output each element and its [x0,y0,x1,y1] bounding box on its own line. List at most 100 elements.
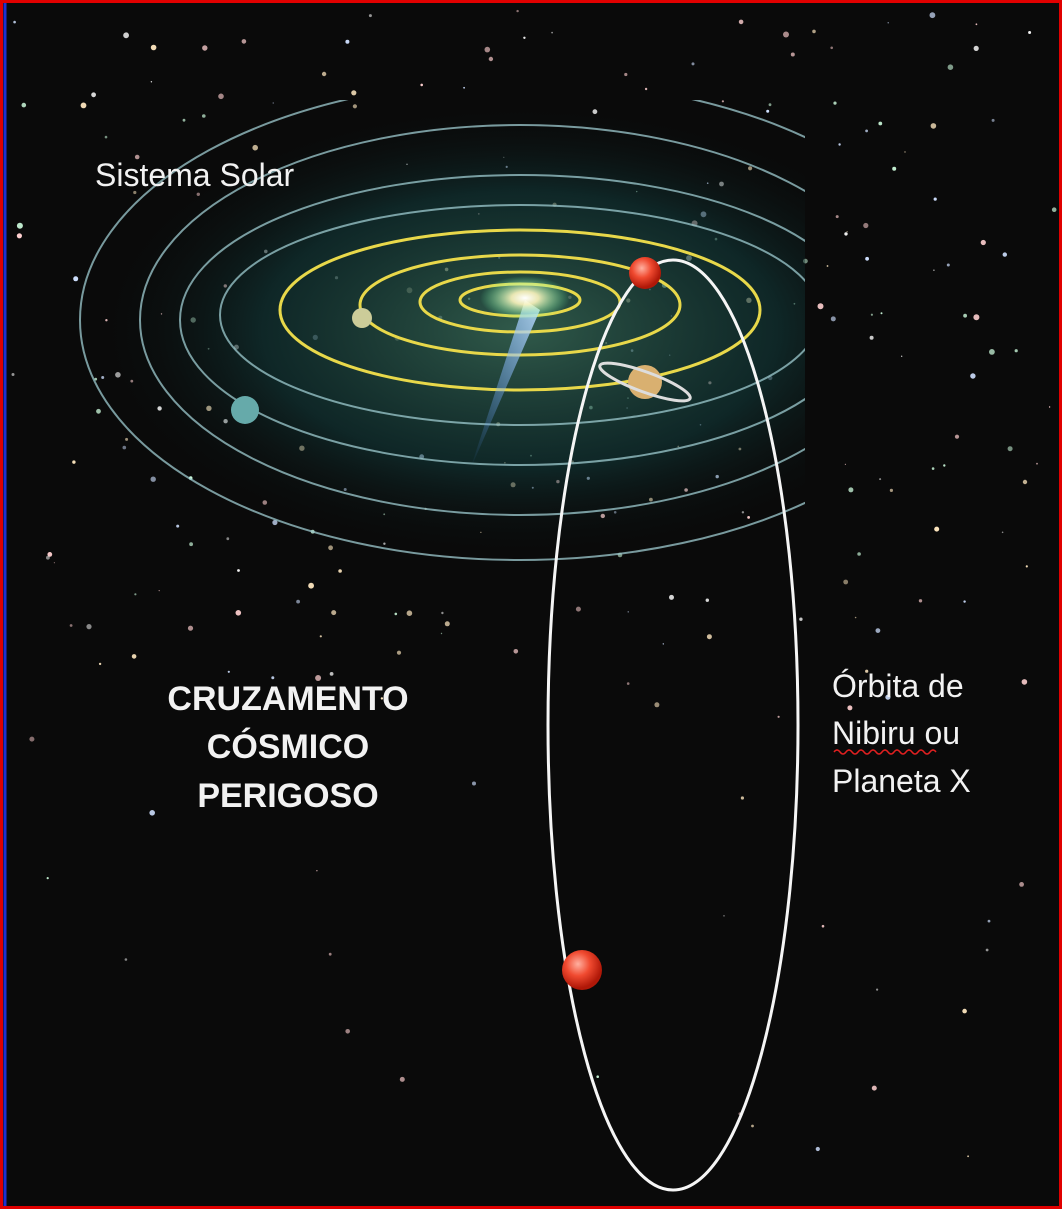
star [947,264,950,267]
star [242,39,247,44]
star [132,654,137,659]
star [791,53,795,57]
star [70,624,73,627]
star [72,460,75,463]
star [627,682,630,685]
star [91,92,96,97]
star [692,62,695,65]
star [485,47,491,53]
star [970,373,975,378]
planet [231,396,259,424]
star [445,621,450,626]
star [514,649,519,654]
star [96,409,101,414]
star [932,467,935,470]
star [125,958,128,961]
star [576,607,581,612]
star [934,527,939,532]
star [54,562,55,563]
star [981,240,986,245]
star [857,552,861,556]
star [228,671,230,673]
star [890,489,893,492]
star [986,949,989,952]
star [645,88,647,90]
star [189,542,193,546]
star [739,20,744,25]
star [943,464,945,466]
star [123,446,127,450]
star [663,643,664,644]
star [992,119,995,122]
star [930,12,936,18]
star [931,123,937,129]
star [847,231,848,232]
star [628,611,629,612]
star [870,336,874,340]
star [29,737,34,742]
star [13,21,16,24]
warning-line: PERIGOSO [197,777,378,815]
star [125,438,128,441]
star [1052,207,1057,212]
star [489,57,493,61]
star [1023,480,1027,484]
sun [480,276,570,320]
star [331,610,336,615]
star [1008,446,1013,451]
star [151,81,152,82]
star [397,651,401,655]
star [1002,532,1004,534]
star [863,223,868,228]
nibiru [629,257,661,289]
star [865,257,869,261]
star [669,595,674,600]
star [271,676,274,679]
star [47,877,49,879]
star [751,1125,754,1128]
star [441,633,442,634]
star [351,90,356,95]
star [353,104,357,108]
star [967,1155,969,1157]
warning-line: CRUZAMENTO [167,680,408,718]
star [879,478,881,480]
star [844,232,847,235]
star [400,1077,405,1082]
star [1049,406,1050,407]
star [778,716,780,718]
star [707,634,712,639]
star [441,612,443,614]
star [818,303,824,309]
star [872,1086,877,1091]
star [1022,679,1028,685]
planet [352,308,372,328]
star [99,663,101,665]
star [472,782,476,786]
star [46,556,50,560]
star [1015,349,1018,352]
star [73,276,78,281]
star [226,537,229,540]
star [881,312,883,314]
star [183,119,186,122]
star [296,600,300,604]
star [151,477,156,482]
orbit-label-line: Planeta X [832,763,971,799]
star [919,599,922,602]
star [955,435,959,439]
star [706,599,709,602]
star [516,10,518,12]
star [151,45,157,51]
star [236,610,242,616]
star [722,100,724,102]
star [218,94,224,100]
star [989,349,995,355]
star [338,569,342,573]
star [843,580,848,585]
star [892,167,896,171]
star [322,72,326,76]
star [273,102,274,103]
star [974,46,979,51]
star [237,569,240,572]
